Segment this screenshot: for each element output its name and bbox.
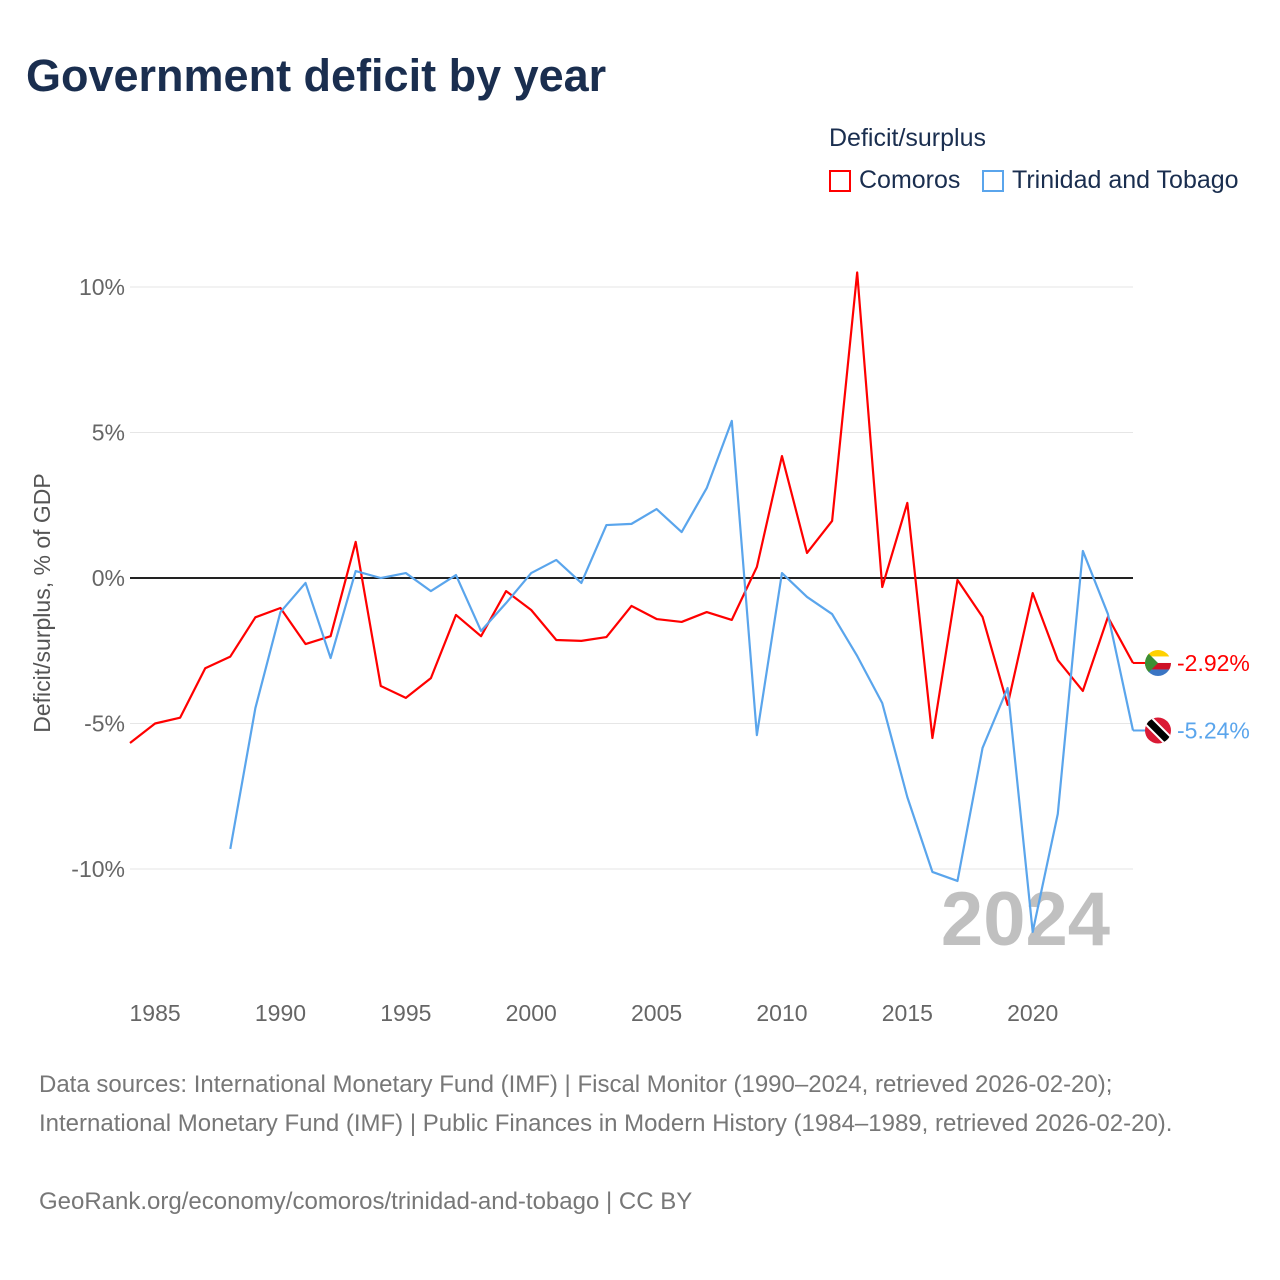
line-chart: 10% 5% 0% -5% -10% 1985 1990 1995 2000 2005 2010 20… <box>29 271 1250 1026</box>
comoros-flag-icon <box>1145 649 1171 676</box>
credit-link[interactable]: GeoRank.org/economy/comoros/trinidad-and… <box>39 1188 693 1215</box>
y-axis-label: Deficit/surplus, % of GDP <box>29 473 55 732</box>
x-tick-label: 2005 <box>631 1000 682 1026</box>
y-tick-label: -10% <box>71 856 125 882</box>
series-line-trinidad <box>229 419 1135 933</box>
x-tick-label: 2000 <box>506 1000 557 1026</box>
flag-stripe <box>1145 649 1171 657</box>
legend-item-comoros[interactable]: Comoros <box>829 166 960 195</box>
legend-label: Comoros <box>859 166 961 194</box>
x-tick-label: 2015 <box>882 1000 933 1026</box>
legend-label: Trinidad and Tobago <box>1012 166 1239 194</box>
legend-swatch-trinidad <box>982 169 1004 192</box>
y-tick-label: 10% <box>79 274 125 300</box>
end-value-label: -2.92% <box>1177 650 1250 676</box>
x-tick-label: 2020 <box>1007 1000 1058 1026</box>
legend-swatch-comoros <box>829 169 851 192</box>
flag-triangle <box>1145 649 1158 676</box>
flag-stripe <box>1145 662 1171 670</box>
x-tick-label: 2010 <box>756 1000 807 1026</box>
flag-stripe <box>1145 669 1171 676</box>
y-tick-label: 0% <box>92 565 125 591</box>
flag-body <box>1145 649 1171 676</box>
flag-body <box>1145 717 1171 744</box>
legend-title: Deficit/surplus <box>829 124 986 152</box>
chart-title: Government deficit by year <box>26 50 607 101</box>
x-tick-label: 1995 <box>380 1000 431 1026</box>
trinidad-flag-icon <box>1145 717 1171 744</box>
flag-stripe <box>1145 656 1171 663</box>
x-tick-label: 1985 <box>129 1000 180 1026</box>
series-line-comoros <box>129 271 1134 744</box>
x-tick-label: 1990 <box>255 1000 306 1026</box>
y-tick-label: 5% <box>92 420 125 446</box>
data-sources: Data sources: International Monetary Fun… <box>39 1071 1173 1137</box>
end-value-label: -5.24% <box>1177 717 1250 743</box>
y-tick-label: -5% <box>84 711 125 737</box>
legend-item-trinidad[interactable]: Trinidad and Tobago <box>982 166 1239 195</box>
year-watermark: 2024 <box>941 877 1110 962</box>
